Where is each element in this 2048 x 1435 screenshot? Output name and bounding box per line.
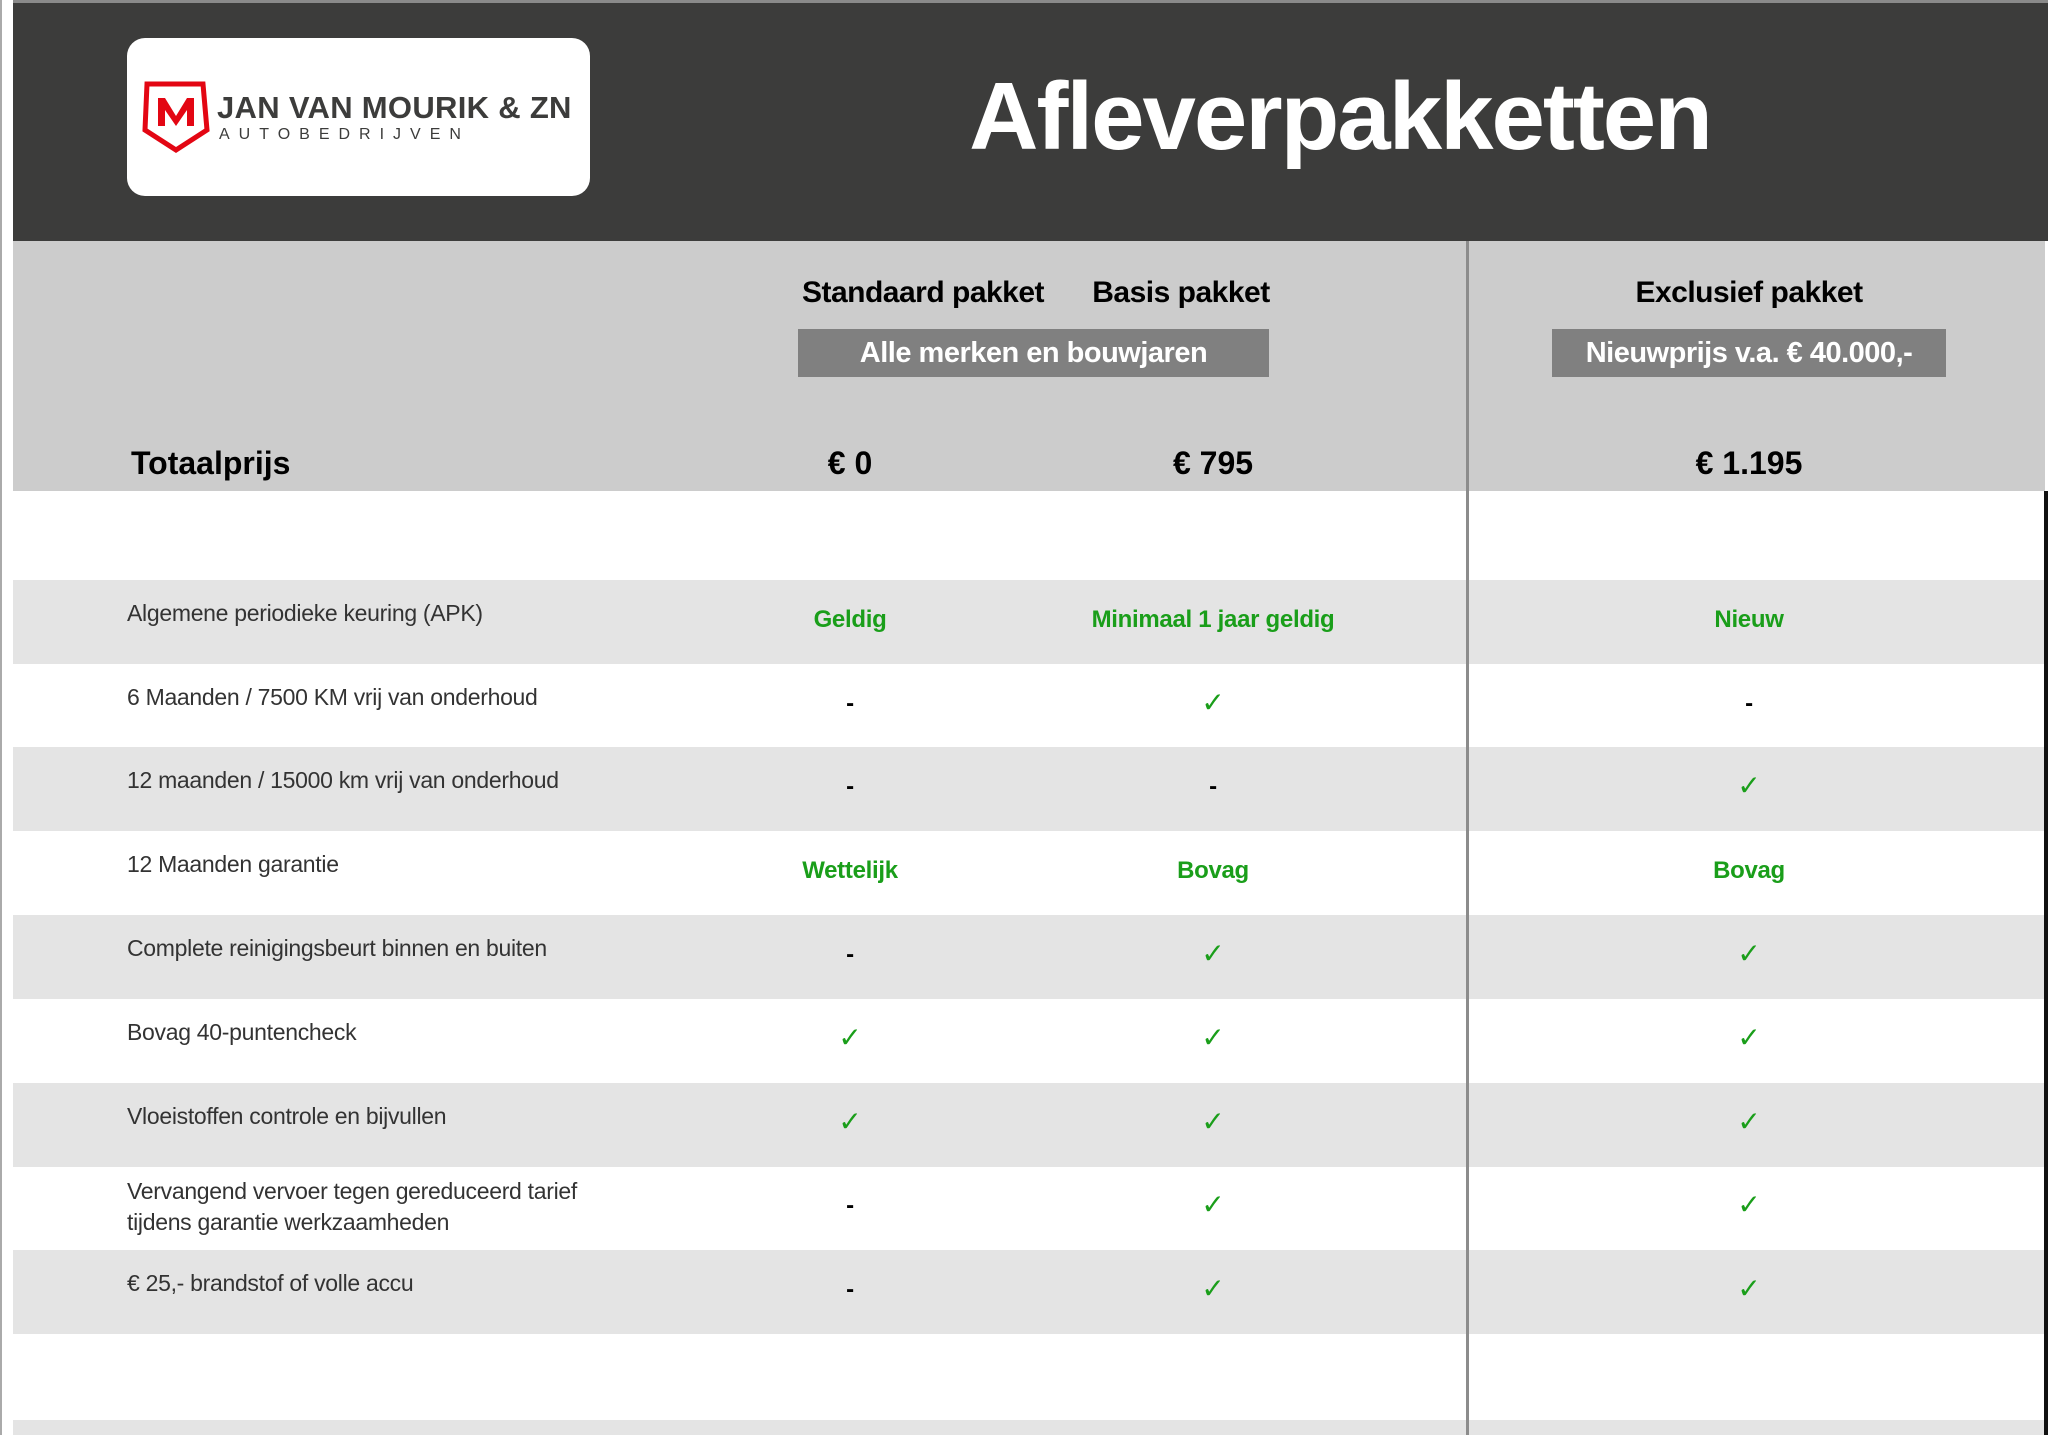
table-row: Algemene periodieke keuring (APK) Geldig M… (13, 580, 2044, 664)
feature-value: Wettelijk (802, 857, 898, 884)
not-included-dash: - (846, 1276, 854, 1303)
not-included-dash: - (1209, 773, 1217, 800)
feature-label: Vloeistoffen controle en bijvullen (127, 1103, 447, 1129)
check-icon: ✓ (838, 1022, 862, 1053)
feature-value: Nieuw (1714, 606, 1784, 633)
table-footer (13, 1420, 2044, 1435)
check-icon: ✓ (838, 1106, 862, 1137)
banner-new-price: Nieuwprijs v.a. € 40.000,- (1552, 329, 1946, 377)
check-icon: ✓ (1201, 687, 1225, 718)
company-logo: JAN VAN MOURIK & ZN AUTOBEDRIJVEN (127, 38, 590, 196)
feature-value: Geldig (813, 606, 887, 633)
check-icon: ✓ (1737, 1106, 1761, 1137)
check-icon: ✓ (1737, 938, 1761, 969)
table-row: 12 maanden / 15000 km vrij van onderhoud… (13, 747, 2044, 831)
not-included-dash: - (846, 690, 854, 717)
table-row: 6 Maanden / 7500 KM vrij van onderhoud - ✓… (13, 664, 2044, 748)
check-icon: ✓ (1201, 1106, 1225, 1137)
feature-value: Bovag (1713, 857, 1785, 884)
feature-label: 12 Maanden garantie (127, 851, 339, 877)
not-included-dash: - (1745, 690, 1753, 717)
feature-label: 6 Maanden / 7500 KM vrij van onderhoud (127, 684, 538, 710)
table-row: € 25,- brandstof of volle accu - ✓ ✓ (13, 1250, 2044, 1334)
logo-name: JAN VAN MOURIK & ZN (217, 90, 572, 125)
page-title: Afleverpakketten (969, 63, 1713, 170)
shield-logo-icon (142, 81, 210, 153)
column-divider (1466, 241, 1469, 1435)
table-row: Complete reinigingsbeurt binnen en buite… (13, 915, 2044, 999)
check-icon: ✓ (1737, 1273, 1761, 1304)
banner-all-brands: Alle merken en bouwjaren (798, 329, 1269, 377)
check-icon: ✓ (1737, 1189, 1761, 1220)
logo-subtitle: AUTOBEDRIJVEN (219, 126, 470, 143)
feature-label: Bovag 40-puntencheck (127, 1019, 357, 1045)
price-basis: € 795 (1172, 445, 1254, 481)
check-icon: ✓ (1201, 1189, 1225, 1220)
not-included-dash: - (846, 941, 854, 968)
check-icon: ✓ (1737, 770, 1761, 801)
price-exclusief: € 1.195 (1695, 445, 1803, 481)
right-border (2044, 491, 2048, 1435)
page-border (0, 0, 2, 1435)
feature-label: Vervangend vervoer tegen gereduceerd tar… (127, 1178, 577, 1235)
package-name-standaard: Standaard pakket (801, 276, 1045, 309)
price-standaard: € 0 (827, 445, 873, 481)
check-icon: ✓ (1737, 1022, 1761, 1053)
table-row: Vloeistoffen controle en bijvullen ✓ ✓ ✓ (13, 1083, 2044, 1167)
check-icon: ✓ (1201, 938, 1225, 969)
not-included-dash: - (846, 1192, 854, 1219)
feature-label: 12 maanden / 15000 km vrij van onderhoud (127, 767, 559, 793)
check-icon: ✓ (1201, 1022, 1225, 1053)
table-row: Vervangend vervoer tegen gereduceerd tar… (13, 1166, 2044, 1250)
feature-label: Algemene periodieke keuring (APK) (127, 600, 483, 626)
table-row: Bovag 40-puntencheck ✓ ✓ ✓ (13, 999, 2044, 1083)
check-icon: ✓ (1201, 1273, 1225, 1304)
feature-label: € 25,- brandstof of volle accu (127, 1270, 414, 1296)
table-row: 12 Maanden garantie Wettelijk Bovag Bovag (13, 831, 2044, 915)
feature-value: Minimaal 1 jaar geldig (1091, 606, 1335, 633)
not-included-dash: - (846, 773, 854, 800)
feature-label: Complete reinigingsbeurt binnen en buite… (127, 935, 547, 961)
total-price-label: Totaalprijs (131, 445, 291, 481)
feature-value: Bovag (1177, 857, 1249, 884)
package-name-basis: Basis pakket (1092, 276, 1270, 309)
package-name-exclusief: Exclusief pakket (1635, 276, 1863, 309)
